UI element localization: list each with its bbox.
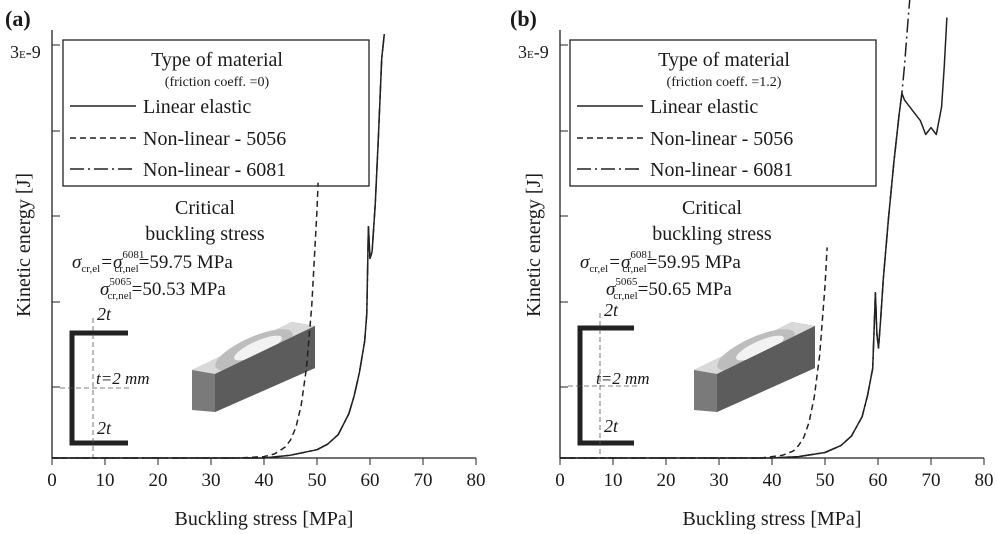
model-buckle-core-a (234, 335, 282, 361)
x-tick-label-b: 40 (763, 470, 782, 491)
c-section-profile-b (577, 325, 634, 446)
legend-entry-b: Non-linear - 5056 (650, 128, 793, 150)
model-web-a (215, 326, 315, 412)
section-bottom-label-b: 2t (604, 416, 619, 436)
x-tick-label-a: 60 (361, 470, 380, 491)
x-tick-label-b: 80 (975, 470, 994, 491)
x-tick-label-b: 0 (555, 470, 565, 491)
annotation-line1-a: σcr,el=σ6081 cr,nel=59.75 MPa (72, 249, 233, 275)
x-tick-label-b: 10 (604, 470, 623, 491)
legend-entry-a: Non-linear - 6081 (143, 159, 286, 181)
x-tick-label-a: 20 (149, 470, 168, 491)
x-tick-label-a: 10 (96, 470, 115, 491)
annotation-title1-b: Critical (682, 197, 742, 219)
x-tick-label-a: 40 (255, 470, 274, 491)
x-tick-label-a: 30 (202, 470, 221, 491)
section-inset-a: 2t t=2 mm 2t (60, 304, 150, 458)
series-line-solid-a (52, 33, 386, 459)
section-web-label-b: t=2 mm (596, 369, 650, 388)
series-line-dashed-b (560, 247, 828, 459)
legend-b (569, 39, 877, 187)
x-tick-label-b: 20 (657, 470, 676, 491)
annotation-line2-a: σ5065 cr,nel=50.53 MPa (100, 276, 226, 302)
annotation-title1-a: Critical (175, 197, 235, 219)
legend-subtitle-b: (friction coeff. =1.2) (667, 75, 782, 90)
legend-subtitle-a: (friction coeff. =0) (165, 75, 270, 90)
section-top-label-a: 2t (97, 304, 112, 324)
panel-a: (a) 3E-9 0 10 20 30 40 50 60 70 80 Buckling stre… (5, 6, 486, 530)
x-tick-label-a: 80 (467, 470, 486, 491)
section-web-label-a: t=2 mm (96, 369, 150, 388)
section-bottom-label-a: 2t (97, 418, 112, 438)
y-top-label-b: 3E-9 (518, 42, 549, 62)
section-top-label-b: 2t (604, 300, 619, 320)
series-group-b (560, 0, 948, 459)
annotation-title2-a: buckling stress (145, 223, 265, 245)
x-tick-label-a: 0 (47, 470, 57, 491)
panel-b: (b) 3E-9 0 10 20 30 40 50 60 70 80 Buckling stre… (510, 0, 994, 530)
legend-a (62, 39, 370, 187)
x-tick-label-b: 50 (816, 470, 835, 491)
y-top-label-a: 3E-9 (10, 42, 41, 62)
panel-label-a: (a) (5, 6, 31, 31)
y-axis-label-a: Kinetic energy [J] (13, 173, 35, 317)
buckled-model-a (192, 322, 315, 412)
annotation-line1-b: σcr,el=σ6081 cr,nel=59.95 MPa (580, 249, 741, 275)
buckled-model-b (694, 322, 815, 412)
legend-entry-a: Linear elastic (143, 96, 251, 118)
x-tick-label-b: 70 (922, 470, 941, 491)
series-line-dashed-a (52, 182, 319, 459)
x-tick-label-b: 60 (869, 470, 888, 491)
x-ticks-a: 0 10 20 30 40 50 60 70 80 (47, 458, 486, 491)
x-tick-label-a: 50 (308, 470, 327, 491)
legend-title-b: Type of material (658, 49, 790, 71)
annotation-line2-b: σ5065 cr,nel=50.65 MPa (606, 276, 732, 302)
legend-entry-a: Non-linear - 5056 (143, 128, 286, 150)
legend-entry-b: Non-linear - 6081 (650, 159, 793, 181)
panel-label-b: (b) (510, 6, 537, 31)
x-axis-label-b: Buckling stress [MPa] (683, 508, 862, 530)
legend-entry-b: Linear elastic (650, 96, 758, 118)
y-ticks-b (560, 44, 568, 388)
x-tick-label-a: 70 (414, 470, 433, 491)
section-inset-b: 2t t=2 mm 2t (568, 300, 650, 458)
series-group-a (52, 33, 386, 459)
model-web-b (717, 326, 815, 412)
x-ticks-b: 0 10 20 30 40 50 60 70 80 (555, 458, 994, 491)
model-buckle-core-b (736, 335, 784, 361)
y-ticks-a (52, 44, 60, 388)
y-axis-label-b: Kinetic energy [J] (523, 173, 545, 317)
x-tick-label-b: 30 (710, 470, 729, 491)
series-line-dashdot-b (560, 0, 911, 459)
x-axis-label-a: Buckling stress [MPa] (175, 508, 354, 530)
legend-title-a: Type of material (151, 49, 283, 71)
annotation-title2-b: buckling stress (652, 223, 772, 245)
